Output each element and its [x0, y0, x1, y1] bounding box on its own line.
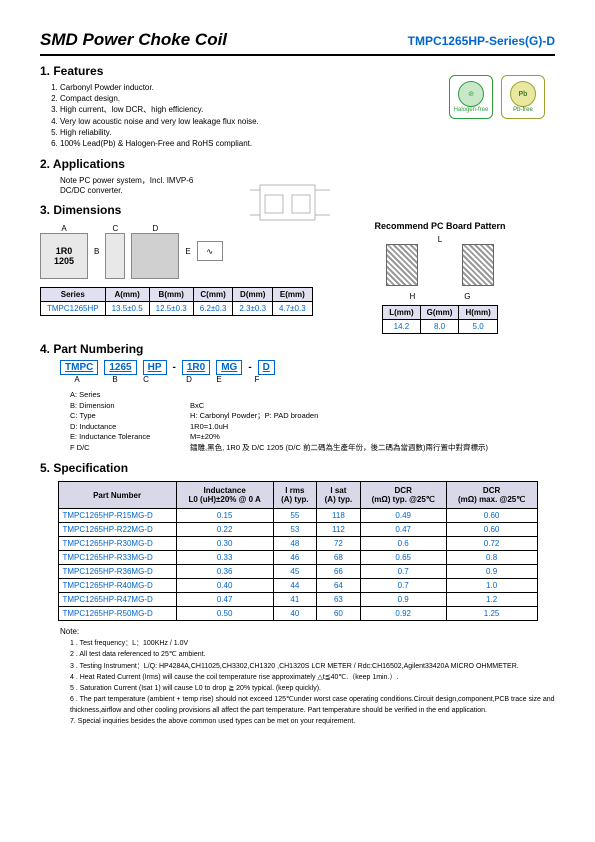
spec-row: TMPC1265HP-R30MG-D0.3048720.60.72 — [58, 537, 537, 551]
spec-row: TMPC1265HP-R50MG-D0.5040600.921.25 — [58, 607, 537, 621]
spec-header: Part Number — [58, 482, 176, 509]
spec-header: I sat (A) typ. — [317, 482, 361, 509]
spec-row: TMPC1265HP-R15MG-D0.15551180.490.60 — [58, 509, 537, 523]
note-item: 1 . Test frequency：L：100KHz / 1.0V — [70, 638, 555, 649]
spec-header: DCR (mΩ) max. @25℃ — [446, 482, 537, 509]
pb-icon: Pb — [510, 81, 536, 107]
note-item: 5 . Saturation Current (Isat 1) will cau… — [70, 683, 555, 694]
spec-header: I rms (A) typ. — [273, 482, 317, 509]
main-title: SMD Power Choke Coil — [40, 30, 227, 50]
pcb-title: Recommend PC Board Pattern — [325, 221, 555, 231]
pcb-pad — [386, 244, 418, 286]
note-item: 2 . All test data referenced to 25℃ ambi… — [70, 649, 555, 660]
pcb-pad — [462, 244, 494, 286]
dimension-diagram: A 1R0 1205 B C D E ∿ — [40, 221, 240, 281]
dimensions-row: A 1R0 1205 B C D E ∿ Series A(mm) — [40, 221, 555, 334]
spec-header: DCR (mΩ) typ. @25℃ — [360, 482, 446, 509]
note-item: 7. Special inquiries besides the above c… — [70, 716, 555, 727]
spec-row: TMPC1265HP-R47MG-D0.4741630.91.2 — [58, 593, 537, 607]
application-note: Note PC power system，Incl. IMVP-6 DC/DC … — [60, 175, 200, 195]
pcb-section: Recommend PC Board Pattern L H G L(mm) G… — [325, 221, 555, 334]
part-number-letters: A B C D E F — [60, 375, 555, 384]
application-diagram — [240, 170, 350, 230]
spec-row: TMPC1265HP-R33MG-D0.3346680.650.8 — [58, 551, 537, 565]
note-item: 4 . Heat Rated Current (Irms) will cause… — [70, 672, 555, 683]
badge-row: ⊘ Halogen-free Pb Pb-free — [449, 75, 545, 119]
feature-item: High reliability. — [60, 127, 555, 138]
spec-heading: 5. Specification — [40, 461, 555, 475]
partnum-heading: 4. Part Numbering — [40, 342, 555, 356]
pb-free-badge: Pb Pb-free — [501, 75, 545, 119]
part-number-boxes: TMPC 1265 HP - 1R0 MG - D — [60, 360, 555, 375]
spec-row: TMPC1265HP-R40MG-D0.4044640.71.0 — [58, 579, 537, 593]
spec-header: Inductance L0 (uH)±20% @ 0 A — [176, 482, 273, 509]
spec-row: TMPC1265HP-R36MG-D0.3645660.70.9 — [58, 565, 537, 579]
dimensions-table: Series A(mm) B(mm) C(mm) D(mm) E(mm) TMP… — [40, 287, 313, 316]
title-row: SMD Power Choke Coil TMPC1265HP-Series(G… — [40, 30, 555, 56]
halogen-free-badge: ⊘ Halogen-free — [449, 75, 493, 119]
halogen-icon: ⊘ — [458, 81, 484, 107]
note-item: 3 . Testing Instrument：L/Q: HP4284A,CH11… — [70, 661, 555, 672]
spec-row: TMPC1265HP-R22MG-D0.22531120.470.60 — [58, 523, 537, 537]
note-label: Note: — [60, 627, 555, 636]
feature-item: 100% Lead(Pb) & Halogen-Free and RoHS co… — [60, 138, 555, 149]
note-item: 6 . The part temperature (ambient + temp… — [70, 694, 555, 716]
pcb-pattern — [325, 244, 555, 286]
notes-list: 1 . Test frequency：L：100KHz / 1.0V2 . Al… — [70, 638, 555, 728]
part-number-desc: A: Series B: DimensionBxC C: TypeH: Carb… — [70, 390, 555, 453]
series-label: TMPC1265HP-Series(G)-D — [408, 34, 555, 48]
pcb-table: L(mm) G(mm) H(mm) 14.2 8.0 5.0 — [382, 305, 498, 334]
specification-table: Part NumberInductance L0 (uH)±20% @ 0 AI… — [58, 481, 538, 621]
